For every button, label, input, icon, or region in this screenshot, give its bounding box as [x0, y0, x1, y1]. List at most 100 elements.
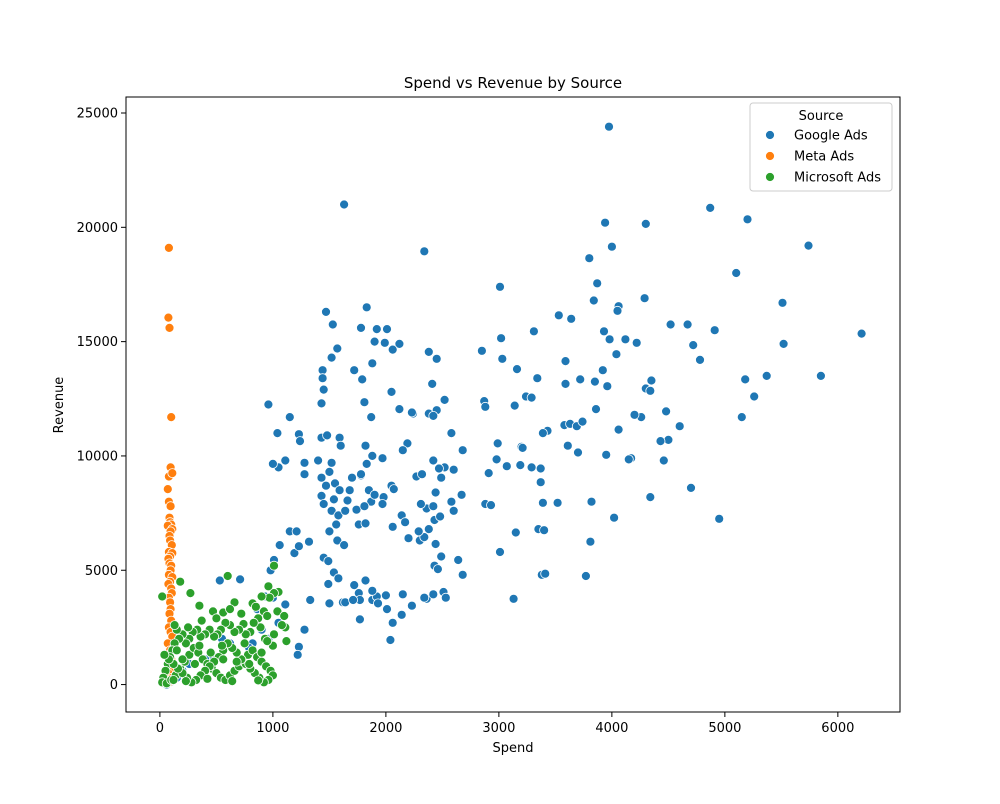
data-point: [538, 497, 548, 508]
data-point: [761, 370, 772, 381]
data-point: [387, 617, 398, 628]
x-tick-label: 3000: [482, 721, 515, 736]
data-point: [347, 472, 357, 483]
data-point: [436, 551, 447, 562]
data-point: [267, 458, 278, 469]
legend-label: Google Ads: [794, 129, 868, 144]
x-axis: 0 1000 2000 3000 4000 5000 6000: [156, 712, 854, 736]
data-point: [510, 527, 521, 538]
data-point: [369, 489, 380, 500]
data-point: [613, 424, 624, 435]
data-point: [430, 539, 441, 549]
data-point: [333, 510, 344, 521]
data-point: [492, 438, 503, 449]
data-point: [248, 617, 259, 628]
data-point: [736, 412, 747, 423]
data-point: [674, 421, 685, 432]
data-point: [250, 601, 261, 612]
data-point: [495, 281, 505, 292]
data-point: [439, 394, 450, 405]
data-point: [344, 485, 355, 496]
data-point: [295, 436, 305, 447]
data-point: [742, 214, 753, 225]
data-point: [167, 468, 178, 479]
data-point: [591, 404, 601, 415]
data-point: [394, 338, 405, 349]
data-point: [239, 638, 250, 649]
data-point: [159, 649, 170, 660]
data-point: [322, 430, 333, 441]
data-point: [281, 636, 292, 646]
data-point: [220, 617, 231, 628]
legend-marker: [765, 130, 775, 140]
data-point: [349, 365, 360, 376]
data-point: [380, 590, 391, 601]
data-point: [600, 217, 610, 228]
data-point: [269, 560, 279, 571]
data-point: [349, 580, 360, 590]
x-tick-label: 4000: [595, 721, 628, 736]
data-point: [566, 313, 577, 324]
data-point: [342, 495, 353, 506]
data-point: [357, 374, 368, 385]
data-point: [222, 571, 233, 581]
data-point: [218, 654, 229, 665]
data-point: [316, 398, 327, 409]
data-point: [448, 505, 459, 516]
x-tick-label: 0: [156, 721, 164, 736]
data-point: [348, 595, 359, 605]
data-point: [227, 676, 238, 686]
data-point: [217, 640, 227, 651]
data-point: [324, 466, 335, 477]
data-point: [731, 268, 742, 278]
data-point: [431, 353, 442, 364]
data-point: [508, 593, 519, 604]
data-point: [803, 240, 814, 251]
data-point: [328, 494, 339, 505]
data-point: [334, 432, 345, 443]
y-tick-label: 20000: [77, 221, 118, 236]
data-point: [202, 673, 213, 684]
data-point: [612, 305, 623, 316]
data-point: [299, 624, 310, 635]
data-point: [419, 246, 430, 257]
data-point: [354, 614, 365, 625]
data-point: [417, 469, 427, 480]
series-google-ads: [161, 121, 867, 690]
data-point: [180, 676, 191, 686]
data-point: [371, 324, 382, 335]
legend-label: Meta Ads: [794, 150, 854, 165]
data-point: [457, 569, 468, 580]
data-point: [539, 525, 549, 536]
data-point: [326, 352, 337, 363]
data-point: [645, 385, 656, 396]
data-point: [324, 598, 335, 609]
data-point: [535, 477, 546, 488]
data-point: [604, 334, 615, 345]
data-point: [262, 636, 273, 646]
data-point: [279, 611, 290, 621]
data-point: [316, 472, 327, 483]
data-point: [434, 463, 444, 474]
data-point: [639, 293, 650, 304]
data-point: [169, 620, 180, 630]
data-point: [631, 337, 642, 348]
data-point: [235, 574, 246, 585]
data-point: [262, 611, 273, 621]
data-point: [856, 328, 867, 339]
data-point: [428, 455, 439, 466]
data-point: [293, 541, 304, 552]
data-point: [397, 589, 408, 600]
data-point: [645, 492, 656, 503]
data-point: [339, 540, 350, 550]
data-point: [256, 647, 267, 658]
data-point: [189, 659, 200, 669]
data-point: [163, 312, 174, 323]
data-point: [749, 391, 760, 402]
data-point: [263, 399, 274, 410]
data-point: [318, 384, 329, 395]
data-point: [382, 324, 392, 335]
data-point: [436, 472, 447, 483]
data-point: [323, 579, 334, 589]
